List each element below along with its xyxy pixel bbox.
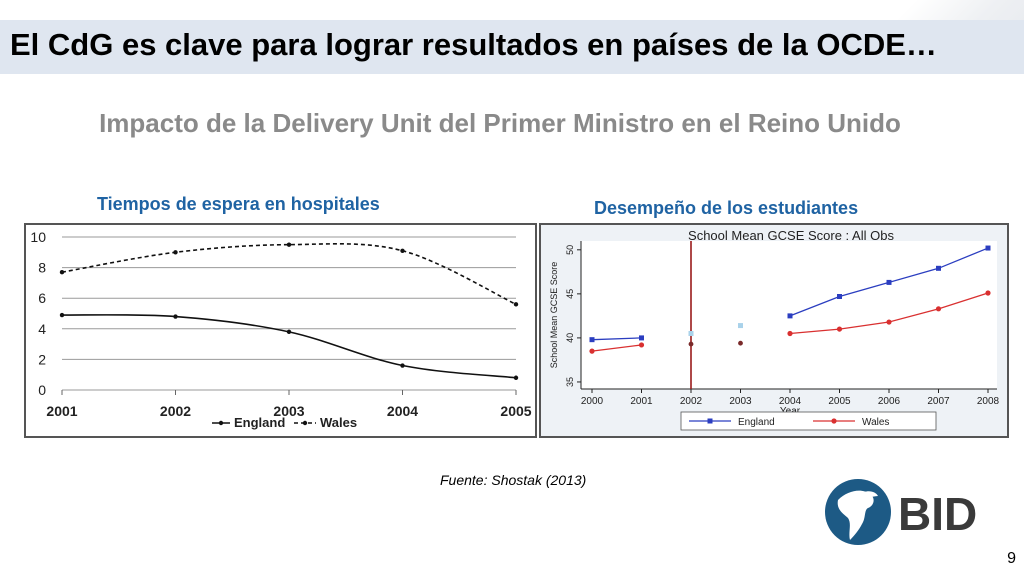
data-point-wales [787,330,793,337]
y-axis-label: School Mean GCSE Score [549,262,559,369]
y-tick-label: 35 [565,377,575,387]
data-point-wales [59,269,65,275]
data-point-wales [400,248,405,253]
data-point-wales [589,348,595,354]
legend-label-wales: Wales [320,415,357,430]
y-tick-label: 50 [565,245,575,255]
isolated-point [688,331,694,336]
x-tick-label: 2002 [160,403,191,419]
x-tick-label: 2000 [581,396,604,407]
slide-title: El CdG es clave para lograr resultados e… [10,27,937,62]
slide-subtitle: Impacto de la Delivery Unit del Primer M… [99,108,901,138]
data-point-england [589,337,595,343]
data-point-wales [638,342,645,348]
data-point-england [985,245,991,251]
data-point-england [837,294,842,299]
source-note: Fuente: Shostak (2013) [440,472,587,488]
legend-marker-wales [302,420,308,426]
inner-chart-title: School Mean GCSE Score : All Obs [688,228,894,243]
data-point-wales [513,302,519,307]
legend-label-wales: Wales [862,417,889,428]
hospital-wait-chart: 0 2 4 6 8 10 2001 2002 2003 2004 2005 England Wales [30,229,531,430]
y-tick-label: 45 [565,289,575,299]
y-tick-label: 6 [38,290,46,306]
x-axis-label: Year [780,406,801,417]
isolated-point [688,341,694,347]
gcse-chart-frame: School Mean GCSE Score : All Obs 35 40 45 50… [539,223,1009,438]
data-point-wales [836,326,843,332]
data-point-england [513,375,519,380]
x-tick-label: 2006 [878,396,901,407]
x-tick-label: 2001 [630,396,653,407]
isolated-point [738,323,743,329]
logo-text: BID [898,488,977,540]
y-tick-label: 2 [38,351,46,367]
isolated-point [738,340,743,346]
x-tick-label: 2008 [977,396,1000,407]
legend-label-england: England [234,415,285,430]
x-tick-label: 2003 [729,396,752,407]
data-point-wales [286,242,292,247]
x-tick-label: 2004 [779,396,802,407]
data-point-wales [935,306,942,312]
data-point-england [639,335,644,341]
x-tick-label: 2003 [273,403,304,419]
series-line-england [61,314,517,379]
y-tick-label: 8 [38,260,46,276]
legend-box [680,411,937,431]
data-point-england [400,363,405,368]
data-point-england [59,312,65,318]
americas-shape [837,490,874,540]
x-tick-label: 2007 [927,396,950,407]
title-bar [0,20,1024,74]
y-tick-label: 40 [565,333,575,343]
gcse-score-chart: School Mean GCSE Score : All Obs 35 40 45 50… [541,225,1007,436]
hospital-chart-title: Tiempos de espera en hospitales [97,194,380,214]
y-tick-label: 0 [38,382,46,398]
data-point-wales [886,319,892,325]
x-tick-label: 2002 [680,396,703,407]
page-number: 9 [1007,550,1016,567]
hospital-chart-frame: 0 2 4 6 8 10 2001 2002 2003 2004 2005 England Wales [24,223,537,438]
students-chart-title: Desempeño de los estudiantes [594,198,859,218]
legend-marker-wales [831,418,837,424]
series-line-wales [61,243,517,306]
data-point-england [173,314,178,319]
bid-logo: BID [825,479,977,545]
y-tick-label: 10 [30,229,46,245]
data-point-wales [173,250,178,255]
data-point-england [886,279,892,285]
x-tick-label: 2005 [500,403,531,419]
series-line-england [591,337,642,341]
x-tick-label: 2004 [387,403,418,419]
x-tick-label: 2001 [46,403,77,419]
legend-marker-england [707,418,713,424]
legend-label-england: England [738,417,775,428]
y-tick-label: 4 [38,321,46,337]
data-point-wales [985,290,991,296]
data-point-england [787,313,793,319]
legend-marker-england [218,420,224,426]
data-point-england [936,265,941,271]
x-tick-label: 2005 [828,396,851,407]
series-line-wales [591,344,642,352]
data-point-england [286,329,292,335]
